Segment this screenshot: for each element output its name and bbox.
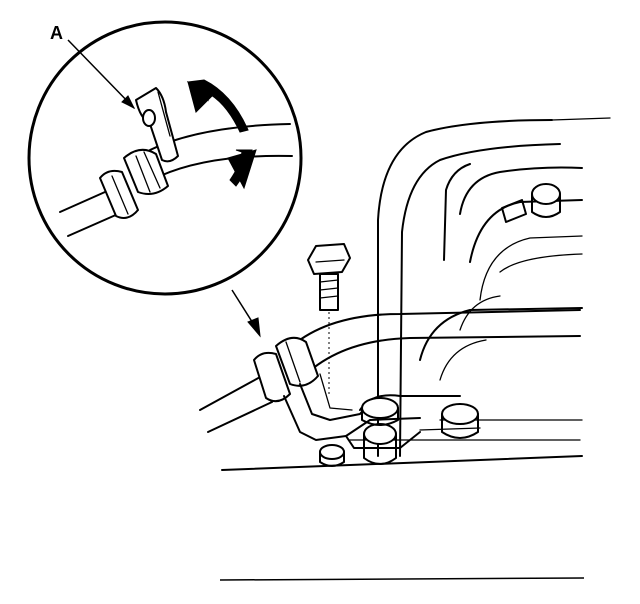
detail-bracket-a	[135, 87, 179, 163]
rotation-arrow-icon	[186, 79, 257, 190]
bracket-bolt-right	[419, 403, 481, 439]
detail-ferrule	[99, 148, 169, 219]
main-hose	[199, 375, 273, 433]
engine-fitting	[501, 199, 527, 223]
bracket-bolt-center	[361, 397, 399, 465]
engine-assembly	[221, 117, 611, 471]
flange-bolt-icon	[307, 243, 351, 396]
detail-hose	[59, 191, 119, 237]
detail-magnifier	[27, 20, 303, 296]
bracket-bolt-left	[319, 444, 345, 467]
engine-bolt	[531, 183, 561, 218]
callout-label-a: A	[50, 23, 63, 43]
bottom-rule	[219, 577, 585, 581]
main-ferrule	[253, 336, 319, 403]
callout-leader	[67, 39, 136, 110]
main-pipe	[291, 309, 581, 379]
detail-pointer-arrow	[231, 289, 261, 338]
hose-bracket	[283, 373, 421, 449]
